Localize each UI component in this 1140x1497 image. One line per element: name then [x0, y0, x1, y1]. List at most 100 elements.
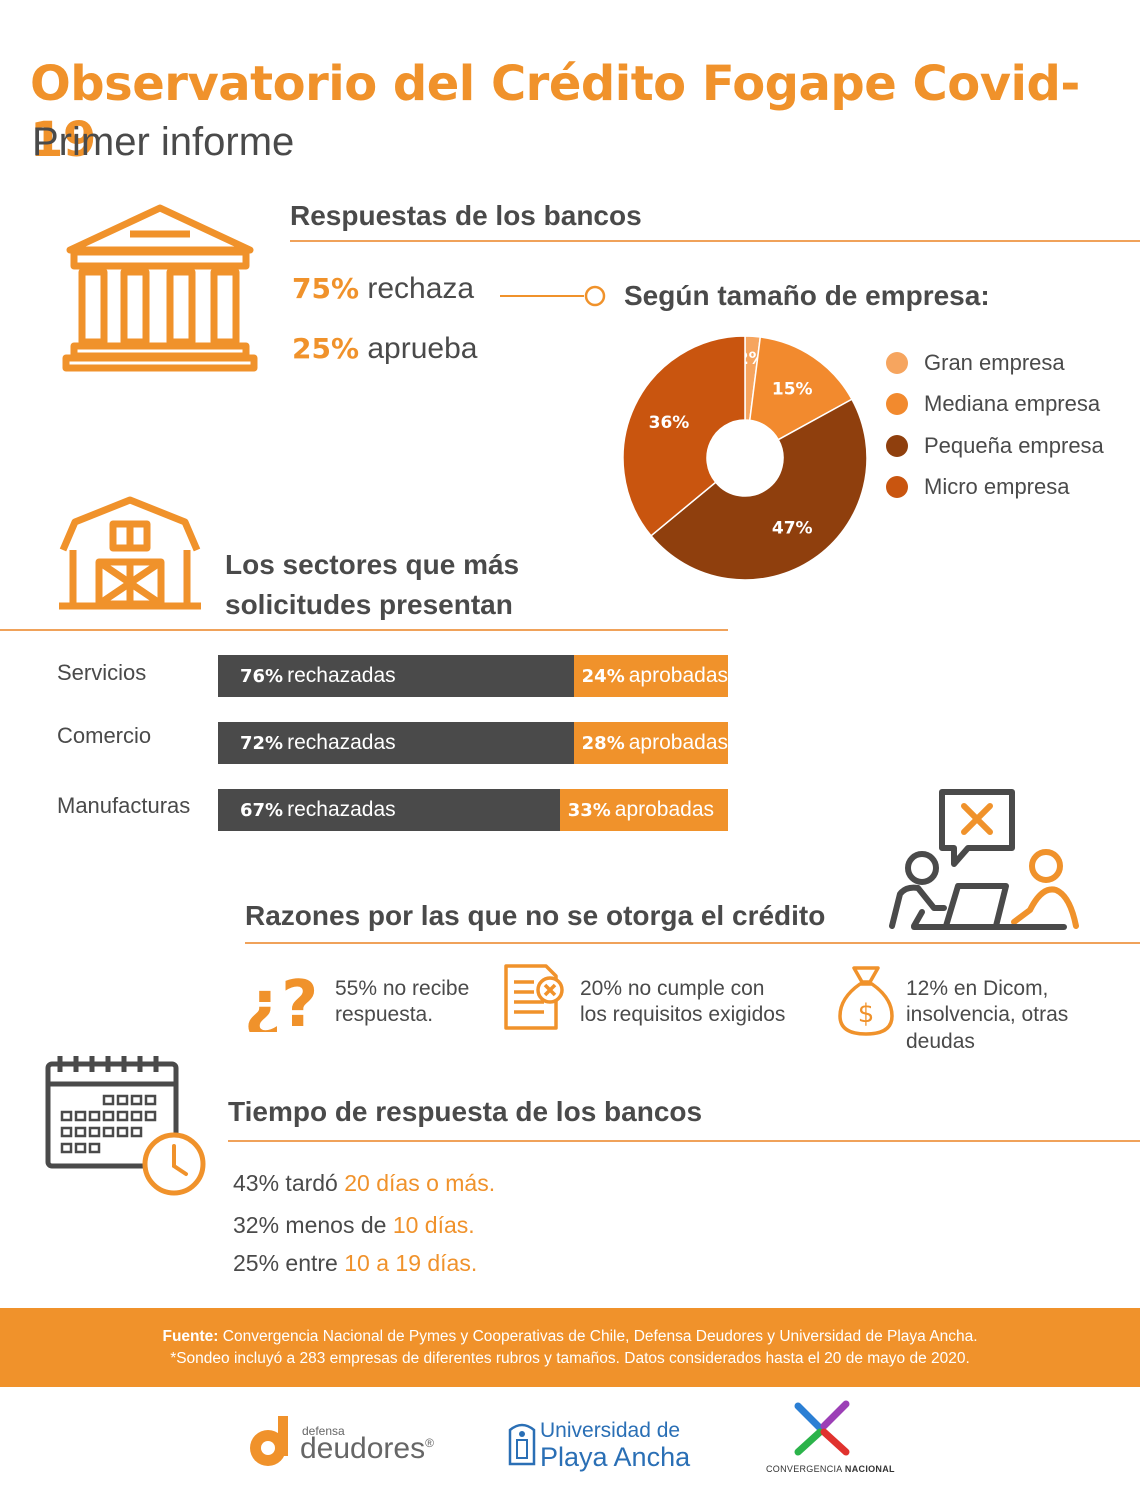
tiempo-line-20dias: 43% tardó 20 días o más.: [233, 1170, 495, 1197]
legend-dot-gran: [886, 352, 908, 374]
svg-text:$: $: [858, 999, 875, 1029]
footer-fuente-text: Convergencia Nacional de Pymes y Coopera…: [218, 1328, 978, 1345]
logo-convergencia-a: CONVERGENCIA: [766, 1464, 845, 1474]
footer-fuente: Fuente: Convergencia Nacional de Pymes y…: [0, 1326, 1140, 1348]
donut-label-micro: 36%: [649, 413, 690, 433]
bar-aprob-label: aprobadas: [614, 798, 715, 821]
logo-upla-line2: Playa Ancha: [540, 1442, 691, 1472]
sector-label-servicios: Servicios: [57, 660, 147, 685]
legend-label-pequena: Pequeña empresa: [924, 433, 1104, 458]
bar-rechazo-label: rechazadas: [287, 664, 396, 687]
donut-slice-mediana: [748, 336, 853, 441]
sectores-heading-line1: Los sectores que más: [225, 549, 520, 580]
reason-dicom-line1: 12% en Dicom,: [906, 977, 1049, 1000]
logo-deudores-text: deudores: [300, 1432, 426, 1465]
connector-line: [500, 285, 606, 307]
tiempo-line-20dias-a: 43% tardó: [233, 1170, 345, 1196]
tiempo-line-10a19: 25% entre 10 a 19 días.: [233, 1250, 477, 1277]
tiempo-line-10a19-a: 25% entre: [233, 1250, 345, 1276]
reason-requisitos: 20% no cumple con los requisitos exigido…: [580, 976, 785, 1029]
bar-aprob-manufacturas: 33% aprobadas: [559, 789, 728, 831]
bar-rechazo-label: rechazadas: [287, 731, 396, 754]
rejected-document-icon: [504, 964, 564, 1030]
company-size-donut-chart: 2%15%47%36%: [622, 335, 868, 581]
reason-requisitos-line1: 20% no cumple con: [580, 977, 765, 1000]
reason-no-respuesta-line2: respuesta.: [335, 1003, 434, 1027]
question-marks-icon: ¿?: [244, 968, 318, 1032]
barn-icon: [59, 496, 201, 610]
logo-defensa-small: defensa: [302, 1424, 345, 1438]
page-title: Observatorio del Crédito Fogape Covid-19: [30, 56, 1080, 168]
logo-upla-line1: Universidad de: [540, 1419, 681, 1442]
legend-item-micro: Micro empresa: [886, 474, 1069, 500]
meeting-rejection-icon: [889, 789, 1079, 930]
bar-rechazo-servicios: 76% rechazadas: [218, 655, 574, 697]
donut-slice-pequena: [649, 398, 868, 581]
logo-deudores: deudores®: [300, 1432, 434, 1466]
aprueba-stat: 25% aprueba: [292, 332, 477, 366]
logo-convergencia-b: NACIONAL: [844, 1464, 895, 1474]
donut-slice-micro: [622, 335, 746, 537]
legend-label-mediana: Mediana empresa: [924, 391, 1101, 416]
defensa-deudores-logo-icon: [250, 1416, 288, 1466]
legend-item-pequena: Pequeña empresa: [886, 433, 1104, 459]
legend-item-gran: Gran empresa: [886, 350, 1065, 376]
rechaza-pct: 75%: [292, 272, 360, 305]
sector-label-comercio: Comercio: [57, 723, 152, 748]
reason-dicom-line3: deudas: [906, 1029, 975, 1053]
svg-text:¿?: ¿?: [244, 968, 318, 1032]
aprueba-label: aprueba: [359, 332, 478, 365]
sectores-heading-line2: solicitudes presentan: [225, 589, 513, 620]
reason-requisitos-line2: los requisitos exigidos: [580, 1003, 786, 1027]
bar-rechazo-manufacturas: 67% rechazadas: [218, 789, 560, 831]
reason-dicom-line2: insolvencia, otras: [906, 1003, 1069, 1027]
tiempo-line-20dias-b: 20 días o más.: [344, 1170, 496, 1196]
sector-bar-comercio: 72% rechazadas 28% aprobadas: [218, 722, 728, 764]
footer-fuente-label: Fuente:: [162, 1328, 219, 1345]
logo-registered-mark: ®: [425, 1436, 434, 1450]
bar-rechazo-pct: 67%: [240, 799, 284, 821]
tiempo-line-10dias: 32% menos de 10 días.: [233, 1212, 475, 1239]
legend-dot-micro: [886, 476, 908, 498]
bar-rechazo-comercio: 72% rechazadas: [218, 722, 574, 764]
reason-no-respuesta: 55% no recibe respuesta.: [335, 976, 469, 1029]
page-subtitle: Primer informe: [32, 120, 295, 164]
source-footer: Fuente: Convergencia Nacional de Pymes y…: [0, 1308, 1140, 1387]
sector-bar-manufacturas: 67% rechazadas 33% aprobadas: [218, 789, 728, 831]
donut-label-pequena: 47%: [772, 518, 813, 538]
rechaza-stat: 75% rechaza: [292, 272, 474, 306]
sectores-divider: [0, 629, 728, 631]
footer-nota: *Sondeo incluyó a 283 empresas de difere…: [170, 1349, 970, 1367]
logo-convergencia: CONVERGENCIA NACIONAL: [766, 1464, 895, 1474]
bar-aprob-label: aprobadas: [628, 664, 728, 687]
bar-aprob-servicios: 24% aprobadas: [573, 655, 728, 697]
tamano-heading: Según tamaño de empresa:: [624, 280, 990, 311]
reason-no-respuesta-line1: 55% no recibe: [335, 977, 470, 1000]
legend-dot-mediana: [886, 393, 908, 415]
logo-upla: Universidad de Playa Ancha: [540, 1419, 691, 1473]
donut-label-mediana: 15%: [772, 380, 813, 400]
tiempo-line-10dias-a: 32% menos de: [233, 1212, 393, 1238]
tiempo-heading: Tiempo de respuesta de los bancos: [228, 1096, 703, 1127]
reason-dicom: 12% en Dicom, insolvencia, otras deudas: [906, 976, 1068, 1055]
bar-aprob-pct: 28%: [581, 732, 625, 754]
bar-rechazo-pct: 76%: [240, 665, 284, 687]
upla-shield-icon: [508, 1423, 536, 1466]
convergencia-logo-icon: [794, 1400, 850, 1456]
legend-item-mediana: Mediana empresa: [886, 391, 1100, 417]
legend-label-micro: Micro empresa: [924, 474, 1070, 499]
money-bag-icon: $: [838, 966, 894, 1036]
bar-aprob-pct: 33%: [567, 799, 611, 821]
legend-label-gran: Gran empresa: [924, 350, 1065, 375]
bar-aprob-label: aprobadas: [628, 731, 728, 754]
tiempo-divider: [228, 1140, 1140, 1142]
aprueba-pct: 25%: [292, 332, 360, 365]
calendar-clock-icon: [45, 1056, 206, 1196]
bar-rechazo-pct: 72%: [240, 732, 284, 754]
rechaza-label: rechaza: [359, 272, 475, 305]
sectores-heading: Los sectores que más solicitudes present…: [225, 545, 519, 625]
bank-icon: [62, 204, 258, 372]
sector-bar-servicios: 76% rechazadas 24% aprobadas: [218, 655, 728, 697]
bar-aprob-comercio: 28% aprobadas: [573, 722, 728, 764]
sector-label-manufacturas: Manufacturas: [57, 793, 191, 818]
